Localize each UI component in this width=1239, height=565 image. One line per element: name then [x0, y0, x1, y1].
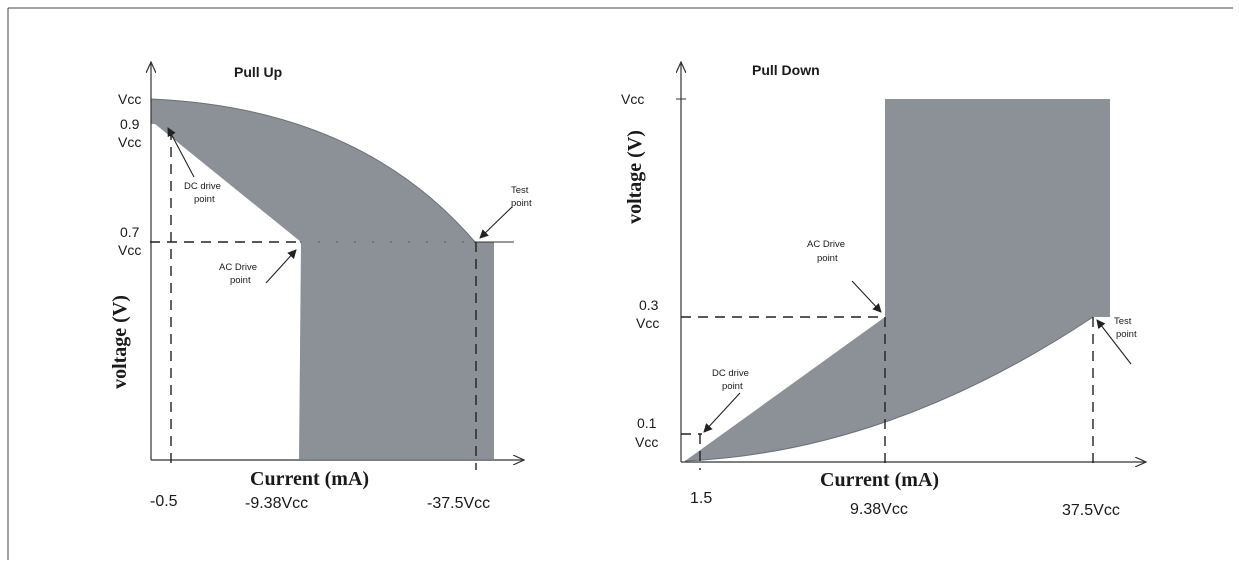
pull-up-test-arrow: [479, 206, 513, 239]
pull-down-x-axis-title: Current (mA): [820, 469, 939, 491]
pull-down-xlabel-15: 1.5: [690, 490, 712, 507]
pull-down-dc-drive-arrow: [703, 392, 741, 433]
pull-down-panel: Pull Down Vcc 0.3 Vcc 0.1 Vcc voltage (V…: [621, 62, 1146, 519]
pull-up-region: [151, 99, 494, 459]
pull-up-x-axis-title: Current (mA): [250, 468, 369, 490]
pull-down-ytick-01: 0.1: [637, 415, 657, 431]
pull-down-ytick-01-unit: Vcc: [635, 434, 658, 450]
pull-up-xlabel-neg375: -37.5Vcc: [427, 495, 490, 512]
pull-up-dc-drive-label-2: point: [194, 194, 215, 205]
pull-down-dc-drive-label: DC drive: [712, 368, 749, 379]
pull-down-ytick-03-unit: Vcc: [636, 315, 659, 331]
pull-up-panel: Pull Up Vcc 0.9 Vcc 0.7 Vcc voltage (V) …: [109, 62, 532, 512]
pull-up-ytick-07-unit: Vcc: [118, 242, 141, 258]
pull-down-xlabel-938: 9.38Vcc: [850, 501, 908, 518]
pull-down-ytick-03: 0.3: [639, 297, 659, 313]
pull-up-title: Pull Up: [234, 64, 282, 80]
pull-up-ac-drive-arrow: [265, 249, 297, 284]
pull-up-curve: [150, 98, 476, 243]
pull-up-dc-drive-arrow: [167, 127, 195, 178]
pull-up-xlabel-neg938: -9.38Vcc: [245, 495, 308, 512]
pull-up-test-label-2: point: [511, 198, 532, 209]
pull-up-ytick-07: 0.7: [120, 224, 140, 240]
pull-up-xlabel-neg05: -0.5: [150, 493, 178, 510]
pull-down-ac-drive-label: AC Drive: [807, 239, 845, 250]
pull-down-ac-drive-label-2: point: [817, 253, 838, 264]
pull-down-ac-drive-arrow: [851, 280, 882, 313]
pull-down-region: [685, 99, 1110, 461]
pull-up-ac-drive-label: AC Drive: [219, 262, 257, 273]
pull-down-test-arrow: [1096, 319, 1132, 365]
pull-down-ytick-vcc: Vcc: [621, 91, 644, 107]
pull-up-ytick-09: 0.9: [120, 116, 140, 132]
pull-down-test-label: Test: [1114, 316, 1132, 327]
pull-down-xlabel-375: 37.5Vcc: [1062, 502, 1120, 519]
pull-up-y-axis-title: voltage (V): [109, 295, 131, 389]
pull-up-dc-drive-label: DC drive: [184, 181, 221, 192]
pull-down-dc-drive-label-2: point: [722, 381, 743, 392]
pull-down-title: Pull Down: [752, 62, 820, 78]
pull-up-ac-drive-label-2: point: [230, 275, 251, 286]
pull-down-curve: [684, 316, 1094, 462]
pull-up-ytick-09-unit: Vcc: [118, 134, 141, 150]
pull-down-y-axis-title: voltage (V): [624, 130, 646, 224]
pull-down-test-label-2: point: [1116, 329, 1137, 340]
pull-up-ytick-vcc: Vcc: [118, 91, 141, 107]
pull-up-test-label: Test: [511, 185, 529, 196]
